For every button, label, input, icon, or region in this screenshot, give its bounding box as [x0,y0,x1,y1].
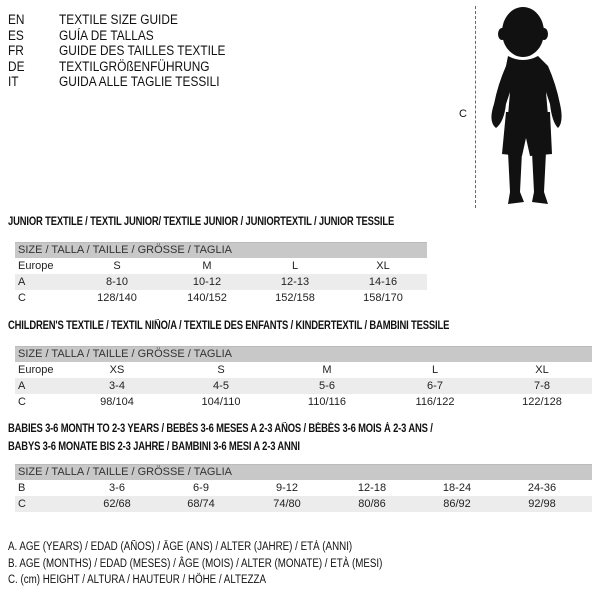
height-measure-label: C [459,108,467,120]
legend: A. AGE (YEARS) / EDAD (AÑOS) / ÂGE (ANS)… [8,539,382,589]
junior-size-table: SIZE / TALLA / TAILLE / GRÖSSE / TAGLIA … [15,242,427,306]
lang-en: EN TEXTILE SIZE GUIDE [8,12,178,27]
table-row: C 62/68 68/74 74/80 80/86 86/92 92/98 [15,496,592,512]
legend-b: B. AGE (MONTHS) / EDAD (MESES) / ÂGE (MO… [8,557,383,570]
lang-fr: FR GUIDE DES TAILLES TEXTILE [8,43,226,58]
table-row: C 128/140 140/152 152/158 158/170 [18,292,403,304]
babies-title-line2: BABYS 3-6 MONATE BIS 2-3 JAHRE / BAMBINI… [8,441,300,453]
children-size-table: SIZE / TALLA / TAILLE / GRÖSSE / TAGLIA … [15,346,592,410]
baby-silhouette-icon [491,7,562,204]
table-row: Europe S M L XL [18,260,390,272]
lang-de: DE TEXTILGRÖßENFÜHRUNG [8,58,210,74]
table-row: A 8-10 10-12 12-13 14-16 [15,274,427,290]
table-row: C 98/104 104/110 110/116 116/122 122/128 [18,396,562,408]
table-row: Europe XS S M L XL [18,364,549,376]
lang-it: IT GUIDA ALLE TAGLIE TESSILI [8,74,220,89]
legend-a: A. AGE (YEARS) / EDAD (AÑOS) / ÂGE (ANS)… [8,541,353,553]
lang-es: ES GUÍA DE TALLAS [8,27,154,43]
junior-title: JUNIOR TEXTILE / TEXTIL JUNIOR/ TEXTILE … [8,216,395,228]
table-header: SIZE / TALLA / TAILLE / GRÖSSE / TAGLIA [15,242,427,258]
height-measure-line [475,6,476,208]
table-row: A 3-4 4-5 5-6 6-7 7-8 [15,378,592,394]
babies-title-line1: BABIES 3-6 MONTH TO 2-3 YEARS / BEBÉS 3-… [8,423,433,435]
legend-c: C. (cm) HEIGHT / ALTURA / HAUTEUR / HÖHE… [8,574,266,586]
babies-size-table: SIZE / TALLA / TAILLE / GRÖSSE / TAGLIA … [15,464,592,512]
table-header: SIZE / TALLA / TAILLE / GRÖSSE / TAGLIA [15,346,592,362]
table-header: SIZE / TALLA / TAILLE / GRÖSSE / TAGLIA [15,464,592,480]
language-list: EN TEXTILE SIZE GUIDE ES GUÍA DE TALLAS FR… [8,12,225,90]
table-row: B 3-6 6-9 9-12 12-18 18-24 24-36 [18,482,557,494]
children-title: CHILDREN'S TEXTILE / TEXTIL NIÑO/A / TEX… [8,320,450,332]
